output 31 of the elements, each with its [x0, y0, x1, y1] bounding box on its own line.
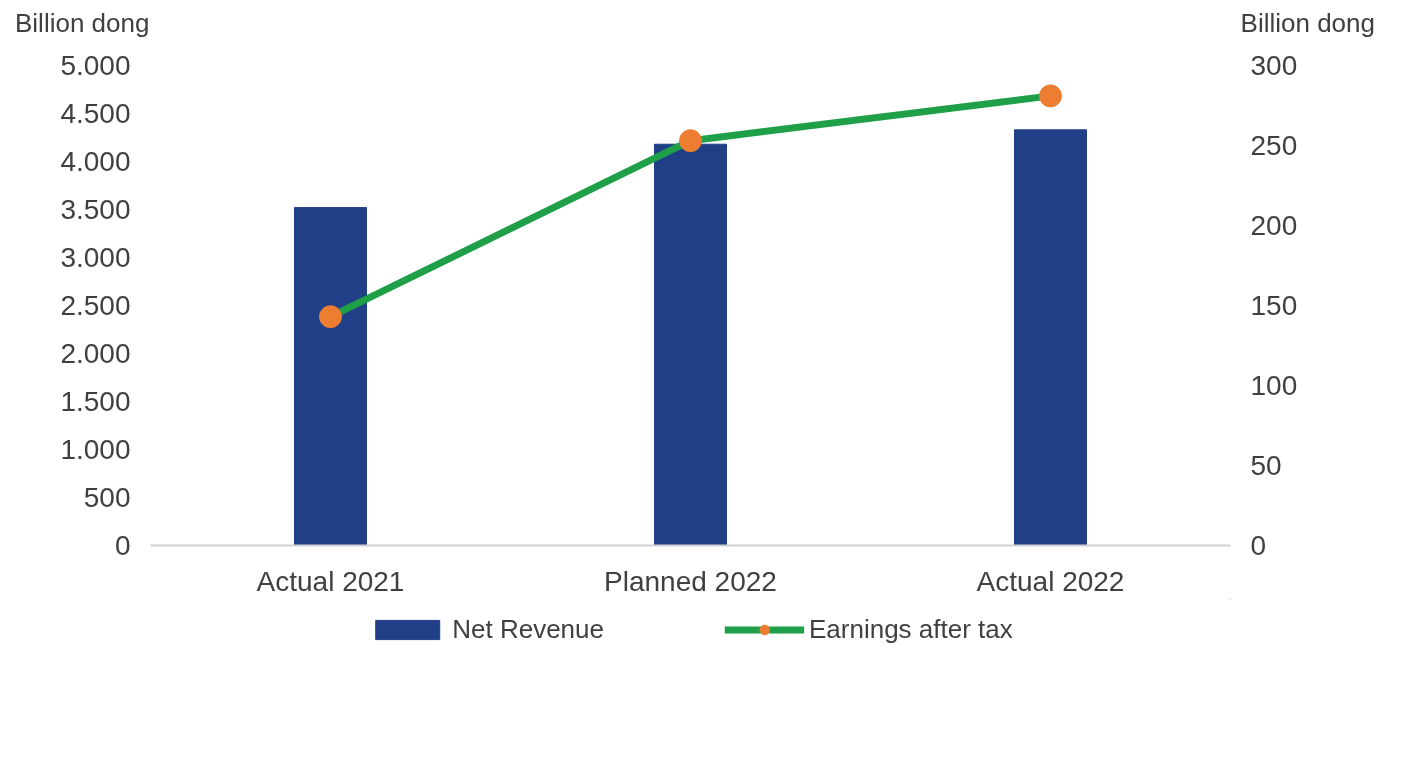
y2-tick-label: 250 — [1250, 130, 1298, 161]
y-tick-label: 4.500 — [60, 98, 131, 129]
y2-tick-label: 0 — [1250, 530, 1267, 561]
y-tick-label: 500 — [83, 482, 131, 513]
point — [1039, 84, 1062, 108]
y2-tick-label: 50 — [1250, 450, 1282, 481]
y2-tick-label: 150 — [1250, 290, 1298, 321]
y-tick-label: 2.000 — [60, 338, 131, 369]
x-tick-label: Planned 2022 — [604, 565, 777, 597]
y2-axis-title: Billion dong — [1240, 7, 1375, 40]
y-tick-label: 1.000 — [60, 434, 131, 465]
legend-label: Net Revenue — [452, 613, 604, 645]
y-tick-label: 3.000 — [60, 242, 131, 273]
point — [679, 129, 702, 153]
x-tick-label: Actual 2021 — [256, 565, 405, 597]
y-axis-title: Billion dong — [15, 7, 150, 40]
y-tick-label: 4.000 — [60, 146, 131, 177]
y-tick-label: 1.500 — [60, 386, 131, 417]
legend-label: Earnings after tax — [808, 613, 1013, 645]
y2-tick-label: 300 — [1250, 50, 1298, 81]
y-tick-label: 5.000 — [60, 50, 131, 81]
y-tick-label: 2.500 — [60, 290, 131, 321]
bar — [654, 143, 727, 546]
y2-tick-label: 100 — [1250, 370, 1298, 401]
y-tick-label: 0 — [114, 530, 131, 561]
y2-tick-label: 200 — [1250, 210, 1298, 241]
y-tick-label: 3.500 — [60, 194, 131, 225]
bar — [294, 207, 367, 546]
point — [319, 305, 342, 329]
bar — [1014, 129, 1087, 546]
x-tick-label: Actual 2022 — [976, 565, 1125, 597]
